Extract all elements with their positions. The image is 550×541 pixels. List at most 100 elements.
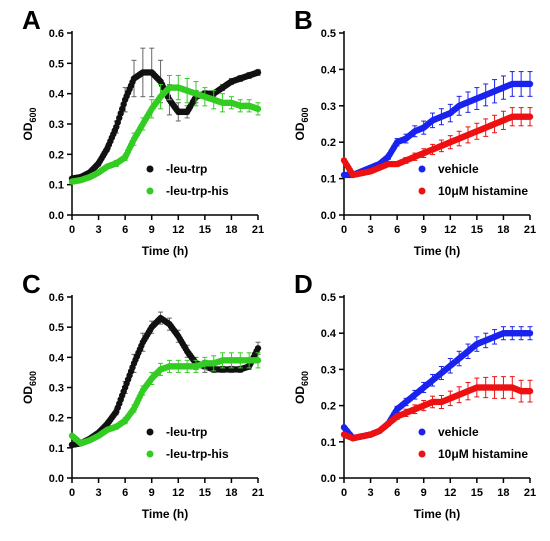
panel-letter: B xyxy=(294,5,313,35)
legend-marker xyxy=(418,450,426,458)
y-tick-label: 0.4 xyxy=(49,89,65,101)
legend-label: 10μM histamine xyxy=(438,447,528,461)
legend-marker xyxy=(418,165,426,173)
x-tick-label: 12 xyxy=(444,224,456,236)
y-tick-label: 0.6 xyxy=(49,292,64,304)
y-tick-label: 0.3 xyxy=(49,119,64,131)
x-tick-label: 18 xyxy=(497,224,509,236)
panel-letter: C xyxy=(22,269,41,299)
data-point xyxy=(526,80,534,88)
legend-label: vehicle xyxy=(438,425,479,439)
series-10-m-histamine xyxy=(340,376,534,442)
y-axis-title: OD600 xyxy=(293,107,310,140)
y-tick-label: 0.4 xyxy=(49,352,65,364)
x-tick-label: 21 xyxy=(252,487,264,499)
x-axis-title: Time (h) xyxy=(142,507,188,521)
y-tick-label: 0.5 xyxy=(49,322,64,334)
y-axis-title: OD600 xyxy=(293,371,310,404)
x-tick-label: 3 xyxy=(368,224,374,236)
series-vehicle xyxy=(340,326,534,442)
y-tick-label: 0.1 xyxy=(321,174,336,186)
legend-marker xyxy=(146,187,154,195)
legend-label: -leu-trp xyxy=(166,162,207,176)
y-tick-label: 0.3 xyxy=(321,364,336,376)
x-tick-label: 18 xyxy=(497,487,509,499)
y-tick-label: 0.2 xyxy=(49,413,64,425)
legend-label: -leu-trp-his xyxy=(166,447,229,461)
y-tick-label: 0.3 xyxy=(49,383,64,395)
data-point xyxy=(526,113,534,120)
y-tick-label: 0.5 xyxy=(321,292,336,304)
series-vehicle xyxy=(340,71,534,179)
x-tick-label: 18 xyxy=(225,487,237,499)
data-point xyxy=(254,357,262,364)
y-tick-label: 0.4 xyxy=(321,328,337,340)
series--leu-trp-his xyxy=(68,74,262,185)
data-point xyxy=(526,330,534,337)
x-axis-title: Time (h) xyxy=(414,507,460,521)
legend-label: 10μM histamine xyxy=(438,184,528,198)
x-tick-label: 6 xyxy=(122,487,128,499)
x-tick-label: 6 xyxy=(394,487,400,499)
x-axis-title: Time (h) xyxy=(414,244,460,258)
legend-marker xyxy=(418,187,426,195)
x-tick-label: 0 xyxy=(341,487,347,499)
y-tick-label: 0.0 xyxy=(49,473,64,485)
x-tick-label: 9 xyxy=(421,224,427,236)
legend-label: vehicle xyxy=(438,162,479,176)
x-tick-label: 18 xyxy=(225,224,237,236)
x-tick-label: 12 xyxy=(444,487,456,499)
legend-marker xyxy=(418,428,426,436)
data-point xyxy=(254,69,262,76)
x-tick-label: 0 xyxy=(341,224,347,236)
x-tick-label: 15 xyxy=(199,487,211,499)
y-tick-label: 0.5 xyxy=(321,28,336,40)
x-tick-label: 12 xyxy=(172,224,184,236)
panel-c: C 0.0 0.1 0.2 0.3 0.4 0.5 0.6 0 3 6 9 12 15 18 21 Time (… xyxy=(21,269,264,521)
y-tick-label: 0.1 xyxy=(49,180,64,192)
y-tick-label: 0.0 xyxy=(321,210,336,222)
panel-d: D 0.0 0.1 0.2 0.3 0.4 0.5 0 3 6 9 12 15 18 21 Time (h) O… xyxy=(293,269,536,521)
x-tick-label: 9 xyxy=(421,487,427,499)
x-tick-label: 21 xyxy=(524,224,536,236)
panel-a: A 0.0 0.1 0.2 0.3 0.4 0.5 0.6 0 3 6 9 12 15 18 21 Time (… xyxy=(21,5,264,258)
x-tick-label: 15 xyxy=(199,224,211,236)
data-point xyxy=(254,105,262,113)
x-tick-label: 3 xyxy=(96,224,102,236)
y-tick-label: 0.2 xyxy=(49,149,64,161)
x-tick-label: 3 xyxy=(368,487,374,499)
y-tick-label: 0.0 xyxy=(321,473,336,485)
series--leu-trp xyxy=(68,311,262,449)
series-10-m-histamine xyxy=(340,107,534,179)
x-tick-label: 0 xyxy=(69,487,75,499)
x-tick-label: 3 xyxy=(96,487,102,499)
x-axis-title: Time (h) xyxy=(142,244,188,258)
x-tick-label: 21 xyxy=(524,487,536,499)
y-tick-label: 0.0 xyxy=(49,210,64,222)
series--leu-trp-his xyxy=(68,352,262,447)
y-tick-label: 0.1 xyxy=(49,443,64,455)
x-tick-label: 6 xyxy=(394,224,400,236)
x-tick-label: 15 xyxy=(471,224,483,236)
legend-marker xyxy=(146,428,154,436)
y-tick-label: 0.2 xyxy=(321,401,336,413)
y-tick-label: 0.1 xyxy=(321,437,336,449)
legend-marker xyxy=(146,450,154,458)
y-axis-title: OD600 xyxy=(21,107,38,140)
data-point xyxy=(526,387,534,395)
x-tick-label: 15 xyxy=(471,487,483,499)
x-tick-label: 12 xyxy=(172,487,184,499)
data-point xyxy=(254,345,262,352)
y-axis-title: OD600 xyxy=(21,371,38,404)
panel-letter: A xyxy=(22,5,41,35)
legend-label: -leu-trp-his xyxy=(166,184,229,198)
legend-marker xyxy=(146,165,154,173)
panel-b: B 0.0 0.1 0.2 0.3 0.4 0.5 0 3 6 9 12 15 18 21 Time (h) O… xyxy=(293,5,536,258)
x-tick-label: 9 xyxy=(149,487,155,499)
x-tick-label: 6 xyxy=(122,224,128,236)
x-tick-label: 21 xyxy=(252,224,264,236)
y-tick-label: 0.5 xyxy=(49,58,64,70)
y-tick-label: 0.6 xyxy=(49,28,64,40)
y-tick-label: 0.3 xyxy=(321,101,336,113)
